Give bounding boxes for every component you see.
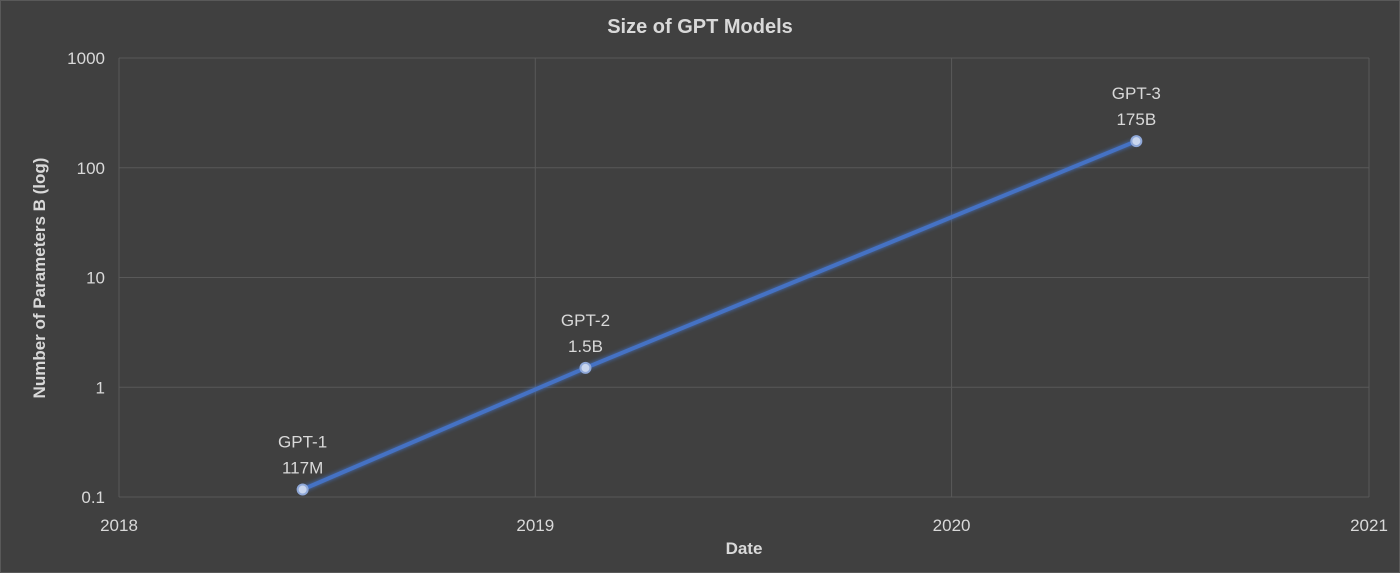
data-label-name: GPT-2 (561, 311, 610, 330)
y-tick-label: 1 (96, 378, 105, 397)
data-label-layer: GPT-1 117M GPT-2 1.5B GPT-3 175B (278, 84, 1161, 477)
y-tick-label: 0.1 (81, 488, 105, 507)
data-point (1130, 135, 1143, 148)
data-label-value: 175B (1116, 110, 1156, 129)
data-point (579, 361, 592, 374)
data-point (296, 483, 309, 496)
y-axis-title: Number of Parameters B (log) (30, 158, 49, 399)
x-tick-label: 2018 (100, 516, 138, 535)
data-label-name: GPT-1 (278, 433, 327, 452)
data-label-value: 117M (282, 459, 323, 478)
chart-title: Size of GPT Models (607, 16, 793, 38)
y-tick-label: 100 (77, 159, 105, 178)
grid-layer (118, 57, 1370, 498)
x-tick-label: 2021 (1350, 516, 1388, 535)
data-label-name: GPT-3 (1112, 84, 1161, 103)
data-label-value: 1.5B (568, 337, 603, 356)
series-line (300, 139, 1139, 492)
tick-label-layer: 0.1 1 10 100 1000 2018 2019 2020 2021 (67, 49, 1388, 535)
x-axis-title: Date (726, 539, 763, 558)
series-layer (296, 135, 1143, 496)
x-tick-label: 2019 (516, 516, 554, 535)
x-tick-label: 2020 (933, 516, 971, 535)
y-tick-label: 10 (86, 269, 105, 288)
y-tick-label: 1000 (67, 49, 105, 68)
